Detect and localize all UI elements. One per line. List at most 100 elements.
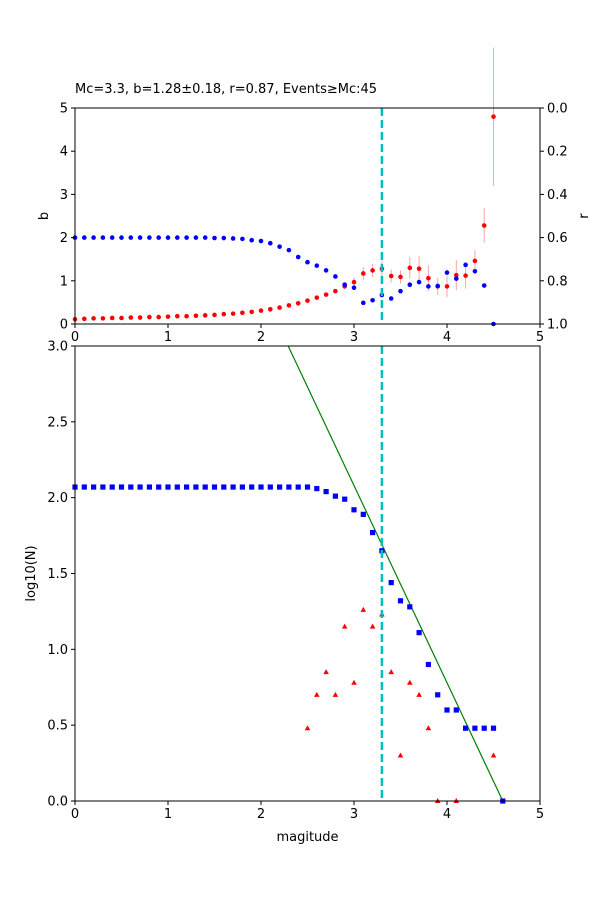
non-cumulative-point — [351, 679, 357, 685]
non-cumulative-point — [369, 623, 376, 629]
cumulative-point — [221, 484, 227, 490]
b-point — [323, 292, 329, 297]
cumulative-point — [81, 484, 87, 490]
r-point — [91, 235, 96, 240]
r-point — [454, 276, 459, 281]
non-cumulative-point — [416, 691, 422, 697]
r-point — [407, 282, 413, 287]
y-tick-label: 1.5 — [47, 567, 68, 582]
r-point — [342, 282, 348, 287]
cumulative-point — [165, 484, 171, 490]
y-tick-label: 5 — [60, 102, 68, 117]
x-tick-label: 0 — [71, 330, 79, 345]
non-cumulative-point — [323, 669, 329, 675]
cumulative-point — [239, 484, 245, 490]
r-point — [249, 237, 254, 243]
b-point — [286, 303, 292, 308]
b-point — [230, 311, 236, 316]
non-cumulative-point — [425, 725, 432, 731]
r-point — [100, 235, 106, 240]
y-tick-label: 3 — [60, 188, 68, 203]
y-right-tick-label: 0.2 — [547, 145, 568, 160]
b-point — [370, 268, 375, 273]
cumulative-point — [146, 484, 152, 490]
cumulative-point — [360, 511, 366, 517]
y-tick-label: 0 — [60, 318, 68, 333]
y-right-tick-label: 0.8 — [547, 274, 568, 289]
b-point — [100, 316, 106, 321]
cumulative-point — [490, 725, 497, 731]
x-tick-label: 5 — [536, 330, 544, 345]
non-cumulative-point — [490, 752, 497, 758]
y-tick-label: 4 — [60, 145, 68, 160]
r-point — [286, 247, 292, 253]
cumulative-point — [416, 630, 422, 636]
b-point — [212, 312, 217, 318]
cumulative-point — [258, 484, 264, 490]
r-point — [481, 283, 487, 288]
cumulative-point — [407, 604, 413, 610]
y-right-tick-label: 1.0 — [547, 318, 568, 333]
b-point — [454, 272, 459, 278]
y-tick-label: 0.5 — [47, 719, 68, 734]
cumulative-point — [118, 484, 125, 490]
cumulative-point — [137, 484, 143, 490]
cumulative-point — [277, 484, 283, 490]
r-point — [193, 235, 199, 240]
y-tick-label: 0.0 — [47, 795, 68, 810]
b-point — [388, 273, 394, 279]
cumulative-point — [230, 484, 236, 490]
cumulative-point — [202, 484, 208, 490]
b-point — [249, 309, 254, 315]
x-tick-label: 4 — [443, 330, 451, 345]
cumulative-point — [286, 484, 292, 490]
cumulative-point — [128, 484, 134, 490]
r-point — [388, 296, 394, 301]
r-point — [82, 235, 87, 240]
cumulative-point — [109, 484, 115, 490]
r-point — [463, 262, 468, 268]
x-tick-label: 5 — [536, 807, 544, 822]
b-point — [314, 295, 320, 300]
b-point — [91, 316, 96, 321]
cumulative-point — [91, 484, 97, 490]
r-point — [472, 268, 478, 274]
cumulative-point — [193, 484, 199, 490]
b-point — [305, 298, 310, 303]
r-point — [361, 300, 366, 306]
r-point — [165, 235, 171, 240]
r-point — [202, 235, 208, 240]
frequency-magnitude-chart: 0 1 2 3 4 5 0.0 0.5 1.0 1.5 2.0 2.5 3.0 magitude log10… — [24, 340, 544, 846]
y-right-tick-label: 0.4 — [547, 188, 568, 203]
cumulative-point — [100, 484, 106, 490]
x-tick-label: 1 — [164, 330, 172, 345]
b-point — [109, 315, 115, 321]
r-point — [119, 235, 124, 240]
x-tick-label: 1 — [164, 807, 172, 822]
r-point — [277, 244, 282, 249]
cumulative-point — [314, 485, 320, 492]
r-point — [212, 235, 217, 241]
r-point — [323, 268, 329, 273]
r-point — [240, 236, 245, 242]
cumulative-point — [211, 484, 218, 490]
non-cumulative-point — [314, 691, 320, 697]
y-right-axis-label: r — [577, 213, 592, 219]
x-axis-label: magitude — [276, 830, 338, 845]
y-axis-label: b — [37, 212, 52, 220]
cumulative-point — [342, 496, 348, 502]
b-point — [221, 311, 227, 317]
cumulative-point — [156, 484, 162, 490]
b-point — [175, 313, 180, 319]
y-tick-label: 2.0 — [47, 491, 68, 506]
y-right-tick-label: 0.6 — [547, 231, 568, 246]
r-point — [230, 236, 236, 241]
cumulative-point — [304, 484, 311, 490]
cumulative-point — [435, 692, 441, 698]
b-point — [333, 288, 338, 294]
cumulative-point — [295, 484, 301, 490]
r-point — [333, 274, 338, 279]
y-tick-label: 2 — [60, 231, 68, 246]
cumulative-point — [481, 725, 487, 731]
